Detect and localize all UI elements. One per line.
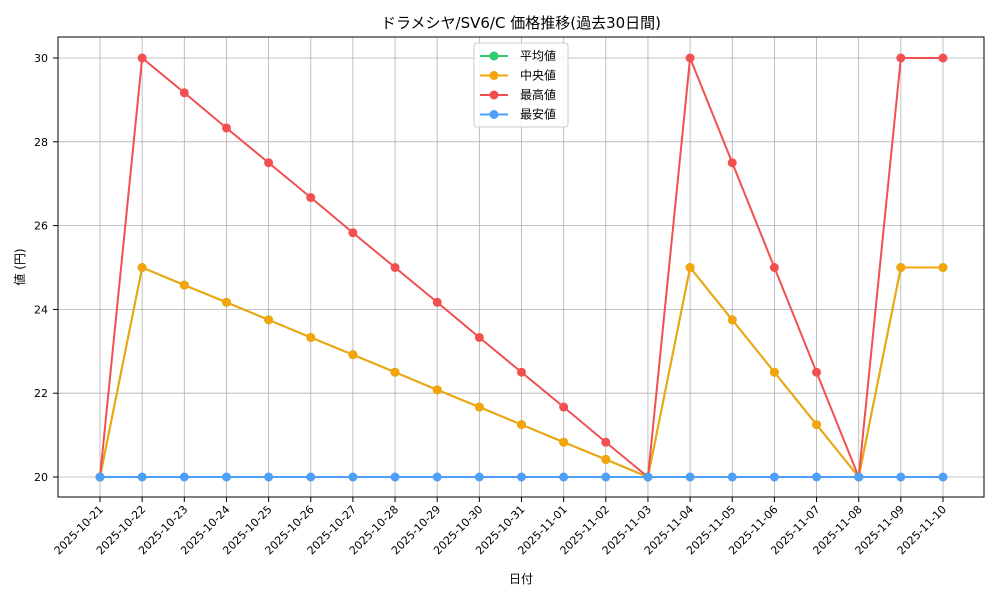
data-point — [685, 263, 695, 272]
data-point — [685, 472, 695, 482]
data-point — [306, 472, 316, 482]
data-point — [137, 263, 147, 272]
data-point — [812, 367, 822, 377]
data-point — [179, 280, 189, 290]
data-point — [727, 158, 737, 168]
data-point — [432, 472, 442, 482]
data-point — [938, 53, 948, 63]
data-point — [517, 472, 526, 482]
data-point — [474, 402, 484, 412]
legend-label: 最高値 — [520, 87, 556, 102]
data-point — [95, 472, 105, 482]
data-point — [390, 472, 400, 482]
y-tick-label: 26 — [34, 220, 48, 233]
legend-label: 平均値 — [520, 48, 556, 63]
data-point — [137, 53, 147, 63]
legend-label: 中央値 — [520, 68, 556, 83]
data-point — [685, 53, 695, 63]
data-point — [179, 88, 189, 98]
y-tick-label: 28 — [34, 136, 48, 149]
series-3 — [95, 472, 948, 482]
data-point — [432, 297, 442, 307]
y-tick-label: 30 — [34, 52, 48, 65]
data-point — [264, 472, 274, 482]
data-point — [432, 385, 442, 395]
data-point — [474, 332, 484, 342]
axes: 2025-10-212025-10-222025-10-232025-10-24… — [34, 52, 949, 557]
data-point — [769, 367, 779, 377]
legend-swatch-marker — [489, 110, 499, 119]
data-point — [390, 367, 400, 377]
data-point — [221, 297, 231, 307]
data-point — [348, 350, 358, 360]
y-axis-label: 値 (円) — [12, 248, 27, 285]
data-point — [474, 472, 484, 482]
data-point — [264, 315, 274, 325]
data-point — [390, 263, 400, 272]
legend-swatch-marker — [489, 51, 499, 61]
legend-swatch-marker — [489, 71, 499, 80]
data-point — [812, 420, 822, 430]
data-point — [137, 472, 147, 482]
data-point — [179, 472, 189, 482]
data-point — [854, 472, 864, 482]
data-point — [221, 472, 231, 482]
legend-box — [473, 42, 569, 128]
legend-label: 最安値 — [520, 107, 556, 122]
series-layer — [95, 53, 948, 482]
data-point — [769, 472, 779, 482]
x-axis-label: 日付 — [509, 572, 533, 586]
data-point — [938, 263, 948, 272]
data-point — [559, 402, 569, 412]
data-point — [896, 53, 906, 63]
y-tick-label: 20 — [34, 471, 48, 484]
data-point — [896, 472, 906, 482]
data-point — [643, 472, 653, 482]
data-point — [727, 472, 737, 482]
data-point — [306, 193, 316, 203]
data-point — [559, 472, 569, 482]
data-point — [938, 472, 948, 482]
data-point — [601, 454, 611, 464]
data-point — [812, 472, 822, 482]
data-point — [221, 123, 231, 133]
data-point — [348, 472, 358, 482]
chart-title: ドラメシヤ/SV6/C 価格推移(過去30日間) — [381, 14, 661, 32]
y-tick-label: 24 — [34, 303, 48, 316]
data-point — [896, 263, 906, 272]
data-point — [348, 228, 358, 238]
data-point — [601, 472, 611, 482]
data-point — [517, 420, 526, 430]
legend-swatch-marker — [489, 90, 499, 100]
data-point — [264, 158, 274, 168]
data-point — [517, 367, 526, 377]
data-point — [559, 437, 569, 447]
y-tick-label: 22 — [34, 387, 48, 400]
data-point — [601, 437, 611, 447]
data-point — [769, 263, 779, 272]
data-point — [306, 332, 316, 342]
data-point — [727, 315, 737, 325]
